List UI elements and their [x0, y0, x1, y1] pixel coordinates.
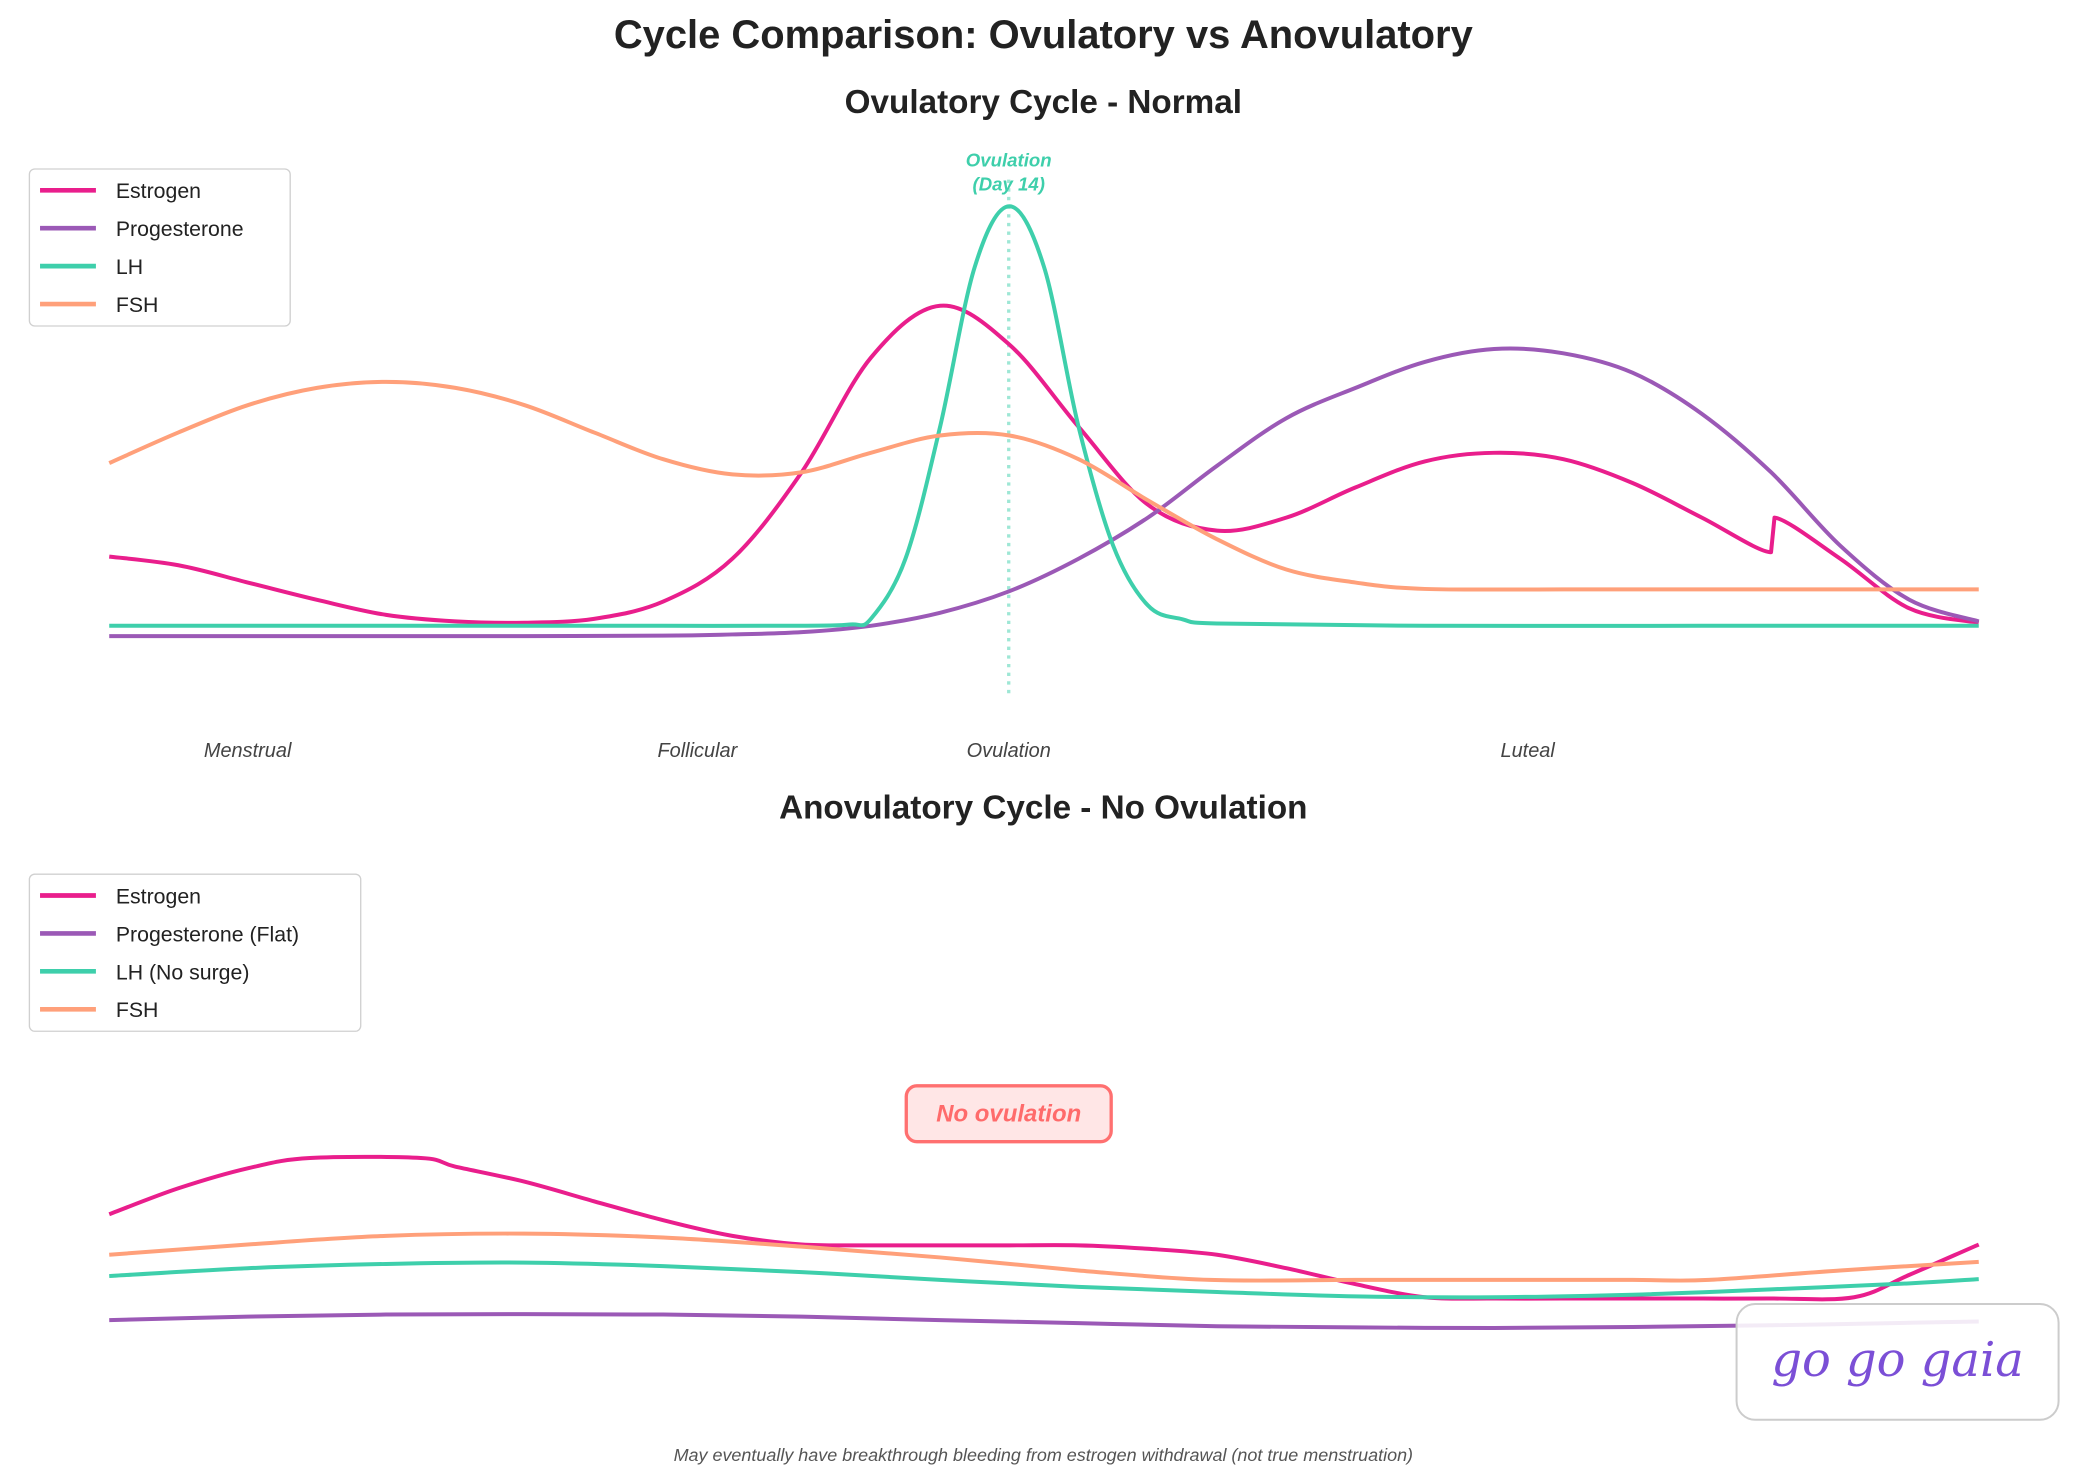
- ovulation-annotation-line2: (Day 14): [973, 173, 1045, 194]
- series-line-estrogen: [108, 303, 1980, 625]
- figure-title: Cycle Comparison: Ovulatory vs Anovulato…: [614, 13, 1473, 57]
- watermark-text: go go gaia: [1771, 1333, 2024, 1388]
- series-line-progesterone-flat: [109, 1312, 1979, 1330]
- legend-label: FSH: [116, 293, 159, 317]
- series-lines: [108, 1154, 1980, 1330]
- anovulatory-subplot: Anovulatory Cycle - No Ovulation Estroge…: [28, 789, 1980, 1465]
- legend-box: [28, 873, 362, 1032]
- phase-label-luteal: Luteal: [1501, 740, 1556, 762]
- watermark-box: [1735, 1303, 2060, 1421]
- series-line-progesterone: [109, 346, 1980, 639]
- series-line-estrogen: [108, 1154, 1980, 1302]
- legend-box: [28, 168, 291, 327]
- no-ovulation-box: [904, 1084, 1113, 1144]
- series-line-fsh: [109, 1231, 1979, 1283]
- ovulation-annotation-line1: Ovulation: [966, 149, 1052, 170]
- series-line-lh-no-surge: [109, 1260, 1979, 1300]
- legend-label: LH: [116, 255, 143, 279]
- legend: Estrogen Progesterone LH FSH: [28, 168, 291, 327]
- series-line-lh: [109, 204, 1979, 628]
- subplot-title: Anovulatory Cycle - No Ovulation: [779, 789, 1307, 826]
- subplot-title: Ovulatory Cycle - Normal: [845, 84, 1242, 121]
- legend: Estrogen Progesterone (Flat) LH (No surge)…: [28, 873, 362, 1032]
- no-ovulation-annotation: No ovulation: [904, 1084, 1113, 1144]
- no-ovulation-label: No ovulation: [936, 1101, 1081, 1128]
- legend-label: Progesterone (Flat): [116, 922, 299, 946]
- phase-label-follicular: Follicular: [657, 740, 738, 762]
- legend-label: Estrogen: [116, 884, 201, 908]
- phase-label-menstrual: Menstrual: [204, 740, 292, 762]
- legend-label: LH (No surge): [116, 960, 250, 984]
- ovulatory-subplot: Ovulatory Cycle - Normal Ovulation (Day …: [28, 84, 1980, 762]
- series-line-fsh: [108, 379, 1979, 592]
- phase-label-ovulation: Ovulation: [967, 740, 1051, 762]
- legend-label: Estrogen: [116, 179, 201, 203]
- footnote: May eventually have breakthrough bleedin…: [674, 1445, 1413, 1465]
- series-lines: [108, 204, 1980, 639]
- legend-label: FSH: [116, 998, 159, 1022]
- watermark-logo: go go gaia: [1735, 1303, 2060, 1421]
- legend-label: Progesterone: [116, 217, 244, 241]
